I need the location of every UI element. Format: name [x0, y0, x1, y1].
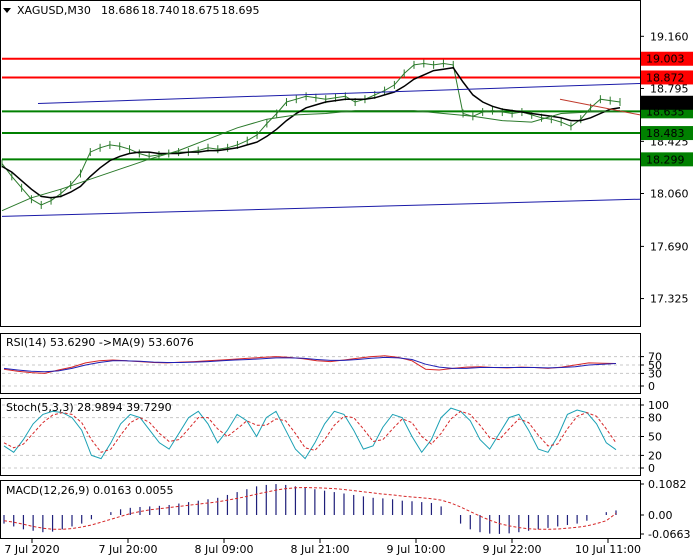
time-tick-label: 7 Jul 2020 — [4, 543, 59, 556]
time-axis: 7 Jul 2020 7 Jul 20:00 8 Jul 09:00 8 Jul 21… — [4, 539, 641, 556]
price-header: XAGUSD,M30 18.686 18.740 18.675 18.695 — [3, 4, 260, 17]
osc-tick-label: 0 — [648, 462, 655, 475]
price-series-line — [1, 66, 621, 199]
time-tick-label: 9 Jul 22:00 — [483, 543, 542, 556]
stoch-panel-title: Stoch(5,3,3) 28.9894 39.7290 — [6, 401, 172, 414]
price-series-line — [37, 83, 641, 104]
osc-series-line — [3, 410, 617, 453]
macd-signal-line — [3, 486, 617, 530]
rsi-panel-title: RSI(14) 53.6290 ->MA(9) 53.6076 — [6, 336, 194, 349]
high-value: 18.740 — [141, 4, 180, 17]
macd-tick-label: -0.0663 — [648, 528, 690, 541]
osc-tick-label: 0 — [648, 380, 655, 393]
price-series — [1, 59, 641, 217]
current-price-label: 18.695 — [646, 97, 685, 110]
price-tick-label: 19.160 — [650, 30, 689, 43]
price-series-line — [559, 98, 641, 116]
price-series-line — [1, 62, 621, 206]
price-tick-label: 17.690 — [650, 240, 689, 253]
price-tick-label: 18.795 — [650, 82, 689, 95]
level-tag — [641, 51, 693, 66]
level-tag-label: 18.299 — [646, 153, 685, 166]
current-price-tag — [641, 95, 693, 110]
time-tick-label: 8 Jul 21:00 — [291, 543, 350, 556]
price-series-line — [1, 198, 641, 217]
dropdown-triangle-icon[interactable] — [3, 8, 11, 13]
osc-tick-label: 30 — [648, 367, 662, 380]
rsi-panel-frame — [0, 333, 641, 394]
close-value: 18.695 — [221, 4, 260, 17]
osc-series-line — [3, 356, 617, 373]
level-tag-label: 18.483 — [646, 127, 685, 140]
time-tick-label: 7 Jul 20:00 — [99, 543, 158, 556]
osc-tick-label: 50 — [648, 359, 662, 372]
time-tick-label: 8 Jul 09:00 — [195, 543, 254, 556]
time-tick-label: 10 Jul 11:00 — [575, 543, 641, 556]
price-levels — [2, 57, 640, 161]
level-tag — [641, 152, 693, 167]
level-tag-label: 19.003 — [646, 53, 685, 66]
macd-plot: 0.1082 0.00 -0.0663 — [3, 478, 690, 541]
macd-tick-label: 0.00 — [648, 509, 673, 522]
price-panel-title: XAGUSD,M30 — [17, 4, 91, 17]
time-tick-label: 9 Jul 10:00 — [387, 543, 446, 556]
level-tag — [641, 126, 693, 141]
osc-tick-label: 50 — [648, 431, 662, 444]
level-tag-label: 18.872 — [646, 71, 685, 84]
price-tick-label: 18.060 — [650, 188, 689, 201]
macd-panel-title: MACD(12,26,9) 0.0163 0.0055 — [6, 484, 174, 497]
open-value: 18.686 — [101, 4, 140, 17]
osc-tick-label: 100 — [648, 399, 669, 412]
osc-tick-label: 20 — [648, 449, 662, 462]
macd-tick-label: 0.1082 — [648, 478, 687, 491]
osc-tick-label: 70 — [648, 351, 662, 364]
osc-tick-label: 80 — [648, 412, 662, 425]
price-panel-frame — [0, 0, 641, 327]
level-tag — [641, 70, 693, 85]
low-value: 18.675 — [181, 4, 220, 17]
price-tick-label: 17.325 — [650, 293, 689, 306]
price-series-line — [1, 110, 621, 212]
